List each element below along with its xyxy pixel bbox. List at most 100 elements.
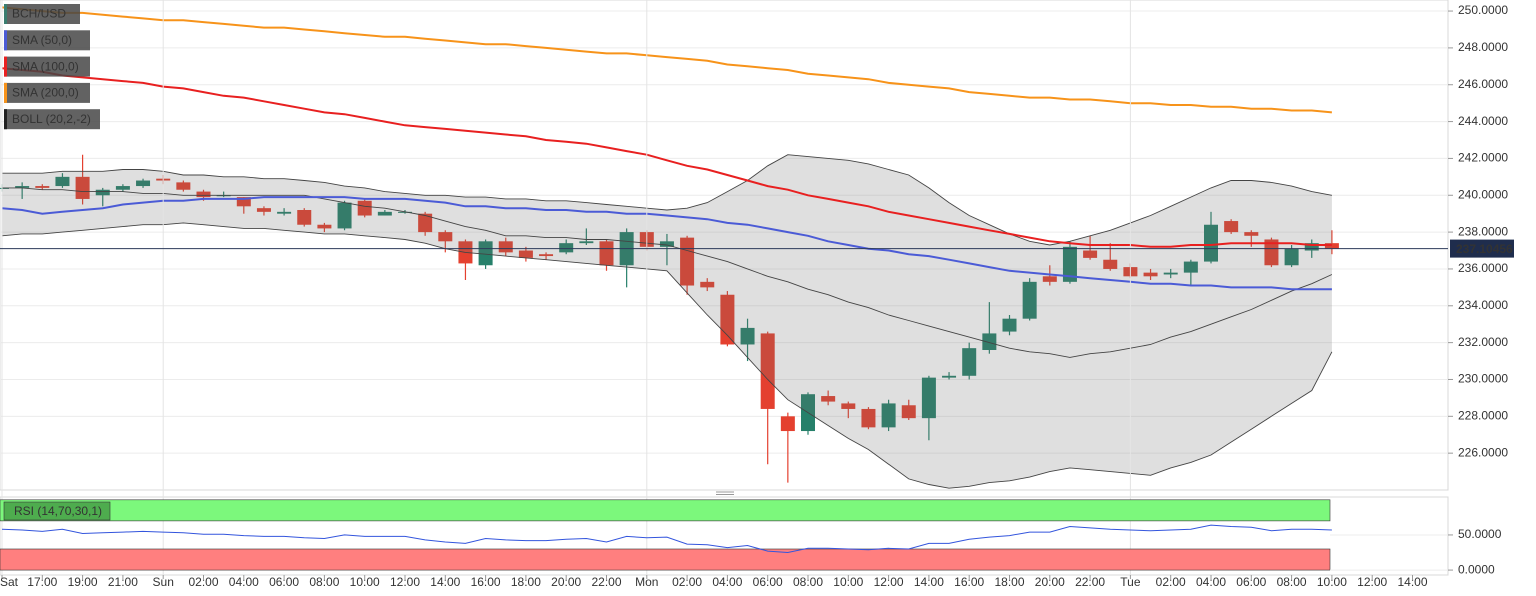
candle-body bbox=[881, 403, 896, 428]
x-tick-label: 02:00 bbox=[188, 575, 218, 589]
x-tick-label: 04:00 bbox=[229, 575, 259, 589]
candle-body bbox=[357, 200, 372, 216]
x-tick-label: 08:00 bbox=[1277, 575, 1307, 589]
rsi-line bbox=[1, 524, 1332, 554]
x-tick-label: 12:00 bbox=[874, 575, 904, 589]
y-tick-label: 250.0000 bbox=[1458, 3, 1508, 17]
legend-swatch bbox=[4, 56, 7, 77]
y-tick-label: 246.0000 bbox=[1458, 77, 1508, 91]
candle-body bbox=[136, 180, 151, 187]
legend-label: SMA (200,0) bbox=[12, 86, 79, 100]
sma-line bbox=[1, 6, 1332, 114]
candle-body bbox=[740, 327, 755, 345]
y-tick-label: 240.0000 bbox=[1458, 187, 1508, 201]
candle-body bbox=[1022, 281, 1037, 319]
legend-box bbox=[4, 109, 100, 130]
legend-box bbox=[4, 82, 90, 103]
y-tick-label: 232.0000 bbox=[1458, 335, 1508, 349]
candle-body bbox=[216, 195, 231, 197]
x-tick-label: 21:00 bbox=[108, 575, 138, 589]
candle-body bbox=[599, 241, 614, 266]
candle-body bbox=[277, 211, 292, 214]
x-tick-label: 14:00 bbox=[1397, 575, 1427, 589]
x-tick-label: 18:00 bbox=[511, 575, 541, 589]
y-tick-label: 242.0000 bbox=[1458, 151, 1508, 165]
bollinger-lower bbox=[1, 222, 1333, 489]
candle-body bbox=[982, 333, 997, 350]
x-tick-label: 20:00 bbox=[1035, 575, 1065, 589]
candle-body bbox=[398, 211, 412, 213]
legend-box bbox=[4, 4, 80, 24]
y-tick-label: 234.0000 bbox=[1458, 298, 1508, 312]
y-tick-label: 230.0000 bbox=[1458, 372, 1508, 386]
candle-body bbox=[418, 213, 433, 233]
x-tick-label: 04:00 bbox=[712, 575, 742, 589]
rsi-legend-label: RSI (14,70,30,1) bbox=[14, 504, 102, 518]
last-price-label: 237.10456 bbox=[1456, 242, 1513, 256]
candle-body bbox=[821, 396, 836, 402]
candle-body bbox=[1224, 221, 1239, 233]
x-tick-label: Sun bbox=[153, 575, 174, 589]
x-tick-label: 22:00 bbox=[1075, 575, 1105, 589]
candle-body bbox=[297, 210, 312, 225]
last-price-tag bbox=[1450, 239, 1514, 258]
y-tick-label: 236.0000 bbox=[1458, 261, 1508, 275]
legend-swatch bbox=[4, 82, 7, 103]
candle-body bbox=[559, 243, 574, 253]
candle-body bbox=[1183, 261, 1198, 273]
oversold-band bbox=[0, 548, 1331, 571]
x-tick-label: 06:00 bbox=[1236, 575, 1266, 589]
x-tick-label: 14:00 bbox=[914, 575, 944, 589]
x-tick-label: 10:00 bbox=[1317, 575, 1347, 589]
x-tick-label: 10:00 bbox=[833, 575, 863, 589]
overbought-band bbox=[0, 499, 1331, 522]
x-tick-label: 02:00 bbox=[1156, 575, 1186, 589]
x-tick-label: Sat bbox=[0, 575, 19, 589]
candle-body bbox=[498, 241, 513, 253]
candle-body bbox=[518, 250, 533, 258]
rsi-y-tick-label: 50.0000 bbox=[1458, 527, 1502, 541]
x-tick-label: 20:00 bbox=[551, 575, 581, 589]
candle-body bbox=[75, 176, 90, 199]
candle-body bbox=[942, 375, 957, 378]
candle-body bbox=[1002, 318, 1017, 332]
candle-body bbox=[196, 191, 211, 198]
candle-body bbox=[1143, 272, 1158, 277]
candle-body bbox=[1062, 246, 1077, 282]
rsi-y-tick-label: 0.0000 bbox=[1458, 562, 1495, 576]
bollinger-middle bbox=[2, 187, 1333, 358]
candle-body bbox=[35, 186, 50, 188]
candle-body bbox=[962, 348, 977, 376]
legend-box bbox=[4, 30, 90, 51]
candle-body bbox=[1264, 239, 1279, 266]
sma-line bbox=[1, 196, 1332, 291]
candle-body bbox=[1163, 272, 1178, 275]
bollinger-upper bbox=[2, 154, 1332, 246]
candle-body bbox=[317, 224, 332, 229]
bollinger-fill bbox=[2, 154, 1332, 489]
candle-body bbox=[236, 197, 251, 207]
candle-body bbox=[377, 211, 392, 216]
candle-body bbox=[659, 241, 674, 247]
candle-body bbox=[478, 241, 493, 266]
x-tick-label: 06:00 bbox=[269, 575, 299, 589]
x-tick-label: 12:00 bbox=[1357, 575, 1387, 589]
candle-body bbox=[1103, 259, 1118, 269]
legend-swatch bbox=[4, 30, 7, 51]
candle-body bbox=[861, 408, 876, 428]
candle-body bbox=[901, 405, 916, 419]
legend-label: BOLL (20,2,-2) bbox=[12, 112, 91, 126]
candle-body bbox=[438, 232, 453, 242]
legend-swatch bbox=[4, 109, 7, 130]
legend-label: BCH/USD bbox=[12, 7, 66, 21]
candle-body bbox=[700, 281, 715, 288]
candle-body bbox=[0, 187, 9, 189]
x-tick-label: 10:00 bbox=[350, 575, 380, 589]
candle-body bbox=[115, 186, 130, 190]
divider-handle[interactable] bbox=[716, 491, 734, 495]
legend-label: SMA (100,0) bbox=[12, 59, 79, 73]
y-tick-label: 226.0000 bbox=[1458, 445, 1508, 459]
candle-body bbox=[921, 377, 936, 419]
